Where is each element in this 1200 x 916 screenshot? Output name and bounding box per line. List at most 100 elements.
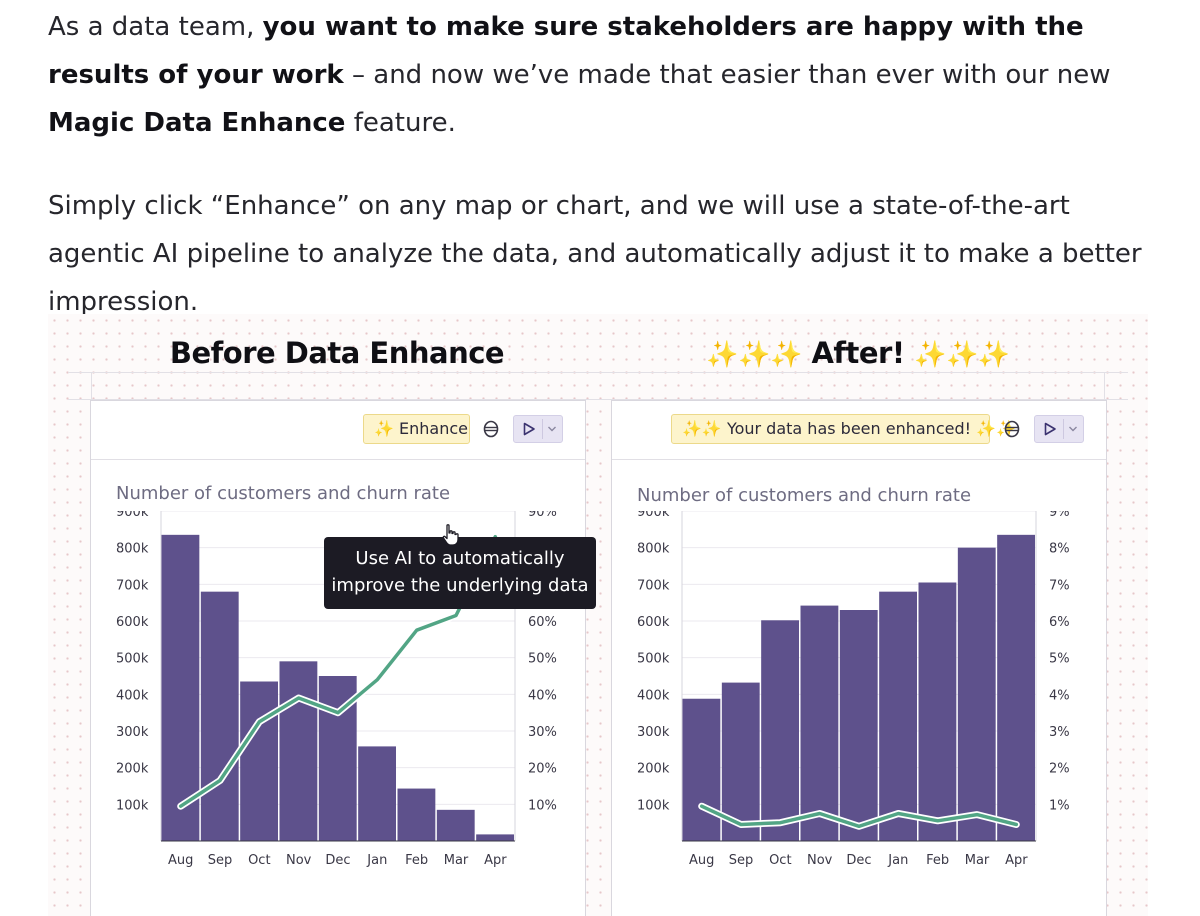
chevron-down-icon[interactable] <box>1068 425 1078 433</box>
before-chart-card: ✨ Enhance Number of customers and churn … <box>90 400 596 916</box>
x-tick-label: Nov <box>286 853 312 868</box>
x-tick-label: Apr <box>484 853 507 868</box>
y-tick-label: 600k <box>116 615 149 630</box>
x-tick-label: Apr <box>1005 853 1028 868</box>
y-tick-label: 400k <box>637 688 670 703</box>
line-series <box>178 534 498 808</box>
bar <box>918 582 957 841</box>
y2-tick-label: 7% <box>1049 578 1070 593</box>
divider <box>542 419 543 439</box>
y-tick-label: 200k <box>116 762 149 777</box>
x-tick-label: Nov <box>807 853 833 868</box>
y-tick-label: 500k <box>116 652 149 667</box>
database-icon[interactable] <box>481 419 501 439</box>
bar <box>397 788 436 841</box>
before-combo-chart: 100k 200k 300k 400k 500k 600k 700k 800k 900k 10% 2… <box>116 511 557 868</box>
sparkles-icon: ✨✨✨ <box>914 340 1010 370</box>
y2-tick-label: 40% <box>528 688 557 703</box>
x-tick-label: Aug <box>168 853 193 868</box>
x-tick-label: Oct <box>769 853 791 868</box>
before-heading: Before Data Enhance <box>169 336 505 370</box>
y2-tick-label: 60% <box>528 615 557 630</box>
bar <box>161 534 200 841</box>
x-tick-label: Jan <box>887 853 908 868</box>
run-button-group[interactable] <box>1034 415 1084 443</box>
enhanced-status-pill: ✨✨ Your data has been enhanced! ✨✨ <box>671 414 1016 444</box>
x-tick-label: Dec <box>846 853 871 868</box>
bar <box>879 591 917 841</box>
y-tick-label: 700k <box>637 578 670 593</box>
chart-title: Number of customers and churn rate <box>637 485 972 506</box>
play-icon[interactable] <box>1043 422 1057 436</box>
comparison-illustration: Before Data Enhance ✨✨✨ After! ✨✨✨ ✨ Enh… <box>48 314 1148 916</box>
sparkles-icon: ✨✨✨ <box>706 340 802 370</box>
intro-bold-feature: Magic Data Enhance <box>48 108 346 138</box>
bar <box>839 610 878 841</box>
instruction-paragraph: Simply click “Enhance” on any map or cha… <box>48 191 1142 317</box>
y-tick-label: 300k <box>637 725 670 740</box>
y2-tick-label: 8% <box>1049 542 1070 557</box>
intro-paragraph: As a data team, you want to make sure st… <box>48 12 1111 138</box>
y2-tick-label: 4% <box>1049 688 1070 703</box>
x-tick-label: Aug <box>689 853 714 868</box>
after-chart-card: ✨✨ Your data has been enhanced! ✨✨ Numbe… <box>611 400 1107 916</box>
y-tick-label: 500k <box>637 652 670 667</box>
line-series <box>699 804 1019 829</box>
y2-tick-label: 10% <box>528 798 557 813</box>
bar <box>240 681 278 841</box>
divider <box>1063 419 1064 439</box>
enhance-tooltip: Use AI to automatically improve the under… <box>324 537 596 609</box>
sparkles-icon: ✨✨ <box>682 419 722 438</box>
guide-line <box>68 399 1128 400</box>
x-tick-label: Sep <box>729 853 754 868</box>
bar <box>721 682 760 841</box>
y-tick-label: 200k <box>637 762 670 777</box>
bar <box>200 591 239 841</box>
y-tick-label: 100k <box>637 798 670 813</box>
x-tick-label: Sep <box>208 853 233 868</box>
y2-tick-label: 90% <box>528 511 557 520</box>
bar <box>476 834 514 841</box>
bar <box>800 605 839 841</box>
bar <box>279 661 318 841</box>
bar <box>761 620 799 841</box>
run-button-group[interactable] <box>513 415 563 443</box>
y-tick-label: 700k <box>116 578 149 593</box>
y2-tick-label: 50% <box>528 652 557 667</box>
y2-tick-label: 6% <box>1049 615 1070 630</box>
y2-tick-label: 5% <box>1049 652 1070 667</box>
y-tick-label: 800k <box>637 542 670 557</box>
x-tick-label: Jan <box>366 853 387 868</box>
play-icon[interactable] <box>522 422 536 436</box>
chevron-down-icon[interactable] <box>547 425 557 433</box>
cell-toolbar: ✨✨ Your data has been enhanced! ✨✨ <box>612 401 1106 460</box>
bar <box>358 746 396 841</box>
guide-line <box>68 372 1128 373</box>
y2-tick-label: 3% <box>1049 725 1070 740</box>
bar <box>682 698 721 841</box>
bar <box>957 547 996 841</box>
enhance-button[interactable]: ✨ Enhance <box>363 414 470 444</box>
database-icon[interactable] <box>1002 419 1022 439</box>
y2-tick-label: 1% <box>1049 798 1070 813</box>
bar <box>997 534 1035 841</box>
x-tick-label: Dec <box>325 853 350 868</box>
bar <box>436 809 475 841</box>
y-tick-label: 300k <box>116 725 149 740</box>
y-tick-label: 900k <box>637 511 670 520</box>
y2-tick-label: 30% <box>528 725 557 740</box>
y2-tick-label: 2% <box>1049 762 1070 777</box>
cell-toolbar: ✨ Enhance <box>91 401 585 460</box>
y-tick-label: 900k <box>116 511 149 520</box>
y-tick-label: 800k <box>116 542 149 557</box>
y2-tick-label: 20% <box>528 762 557 777</box>
after-heading: ✨✨✨ After! ✨✨✨ <box>706 336 1010 370</box>
y-tick-label: 100k <box>116 798 149 813</box>
article-text: As a data team, you want to make sure st… <box>48 0 1158 326</box>
sparkle-icon: ✨ <box>374 419 394 438</box>
after-combo-chart: 100k 200k 300k 400k 500k 600k 700k 800k 900k 1% 2%… <box>637 511 1070 868</box>
x-tick-label: Feb <box>405 853 428 868</box>
y-tick-label: 400k <box>116 688 149 703</box>
hand-cursor-icon <box>442 524 459 546</box>
y-tick-label: 600k <box>637 615 670 630</box>
